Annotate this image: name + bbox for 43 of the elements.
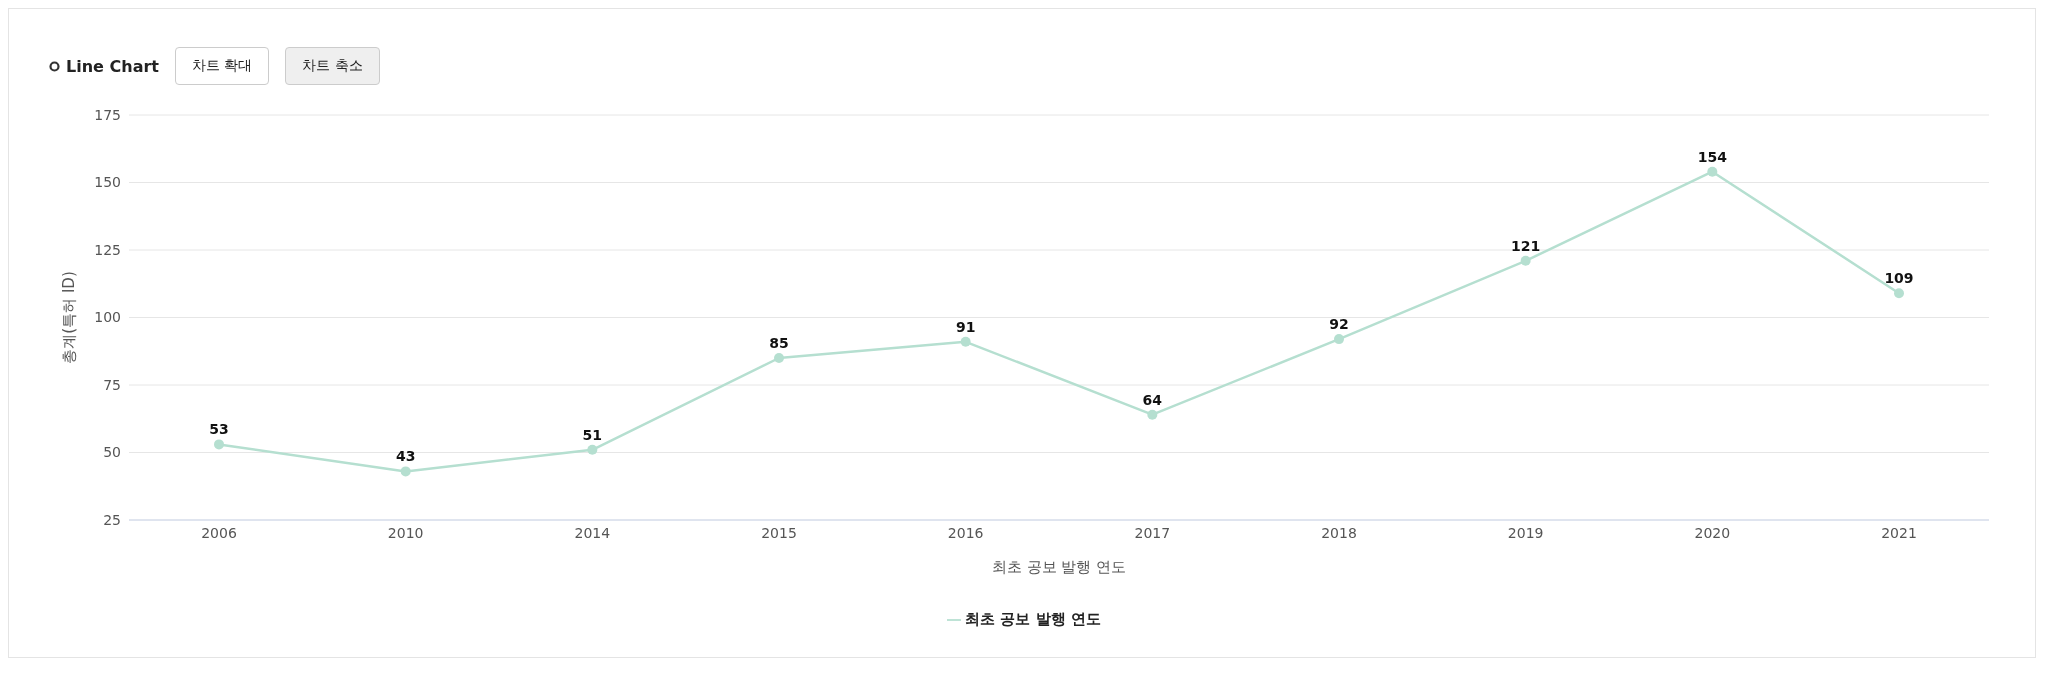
- y-tick-label: 100: [94, 309, 121, 326]
- point: [1894, 288, 1904, 299]
- point: [400, 466, 411, 477]
- y-tick-label: 75: [103, 376, 121, 393]
- chart-title: Line Chart: [66, 56, 159, 76]
- data-label: 92: [1329, 316, 1349, 333]
- y-axis-title: 총계(특허 ID): [60, 271, 79, 364]
- point: [1707, 166, 1718, 177]
- x-tick-label: 2020: [1694, 524, 1731, 541]
- point: [1520, 255, 1531, 266]
- x-tick-label: 2016: [947, 524, 984, 541]
- data-label: 109: [1884, 270, 1914, 287]
- data-label: 51: [582, 426, 603, 443]
- x-tick-label: 2017: [1134, 524, 1171, 541]
- x-tick-label: 2019: [1507, 524, 1544, 541]
- data-label: 43: [395, 448, 416, 465]
- data-label: 154: [1697, 148, 1728, 165]
- y-tick-label: 175: [94, 106, 121, 123]
- data-label: 64: [1142, 391, 1163, 408]
- y-tick-label: 25: [103, 511, 121, 528]
- point: [774, 353, 784, 363]
- point: [587, 444, 598, 455]
- y-tick-label: 150: [94, 174, 121, 191]
- x-tick-label: 2015: [761, 524, 797, 541]
- y-tick-label: 125: [94, 241, 121, 258]
- data-label: 53: [209, 421, 229, 438]
- data-label: 91: [955, 318, 976, 335]
- point: [1147, 409, 1158, 420]
- point: [960, 336, 971, 347]
- point: [214, 439, 224, 450]
- x-tick-label: 2014: [574, 524, 611, 541]
- text: 차트 확대: [174, 47, 270, 85]
- x-tick-label: 2006: [201, 524, 237, 541]
- x-tick-label: 2021: [1881, 524, 1917, 541]
- legend-label: 최초 공보 발행 연도: [965, 610, 1101, 628]
- y-tick-label: 50: [103, 444, 121, 461]
- data-label: 121: [1511, 237, 1541, 254]
- point: [1334, 334, 1344, 345]
- x-tick-label: 2018: [1321, 524, 1357, 541]
- x-axis-title: 최초 공보 발행 연도: [991, 558, 1127, 576]
- x-tick-label: 2010: [387, 524, 424, 541]
- data-label: 85: [769, 335, 789, 351]
- text: 차트 축소: [285, 47, 380, 85]
